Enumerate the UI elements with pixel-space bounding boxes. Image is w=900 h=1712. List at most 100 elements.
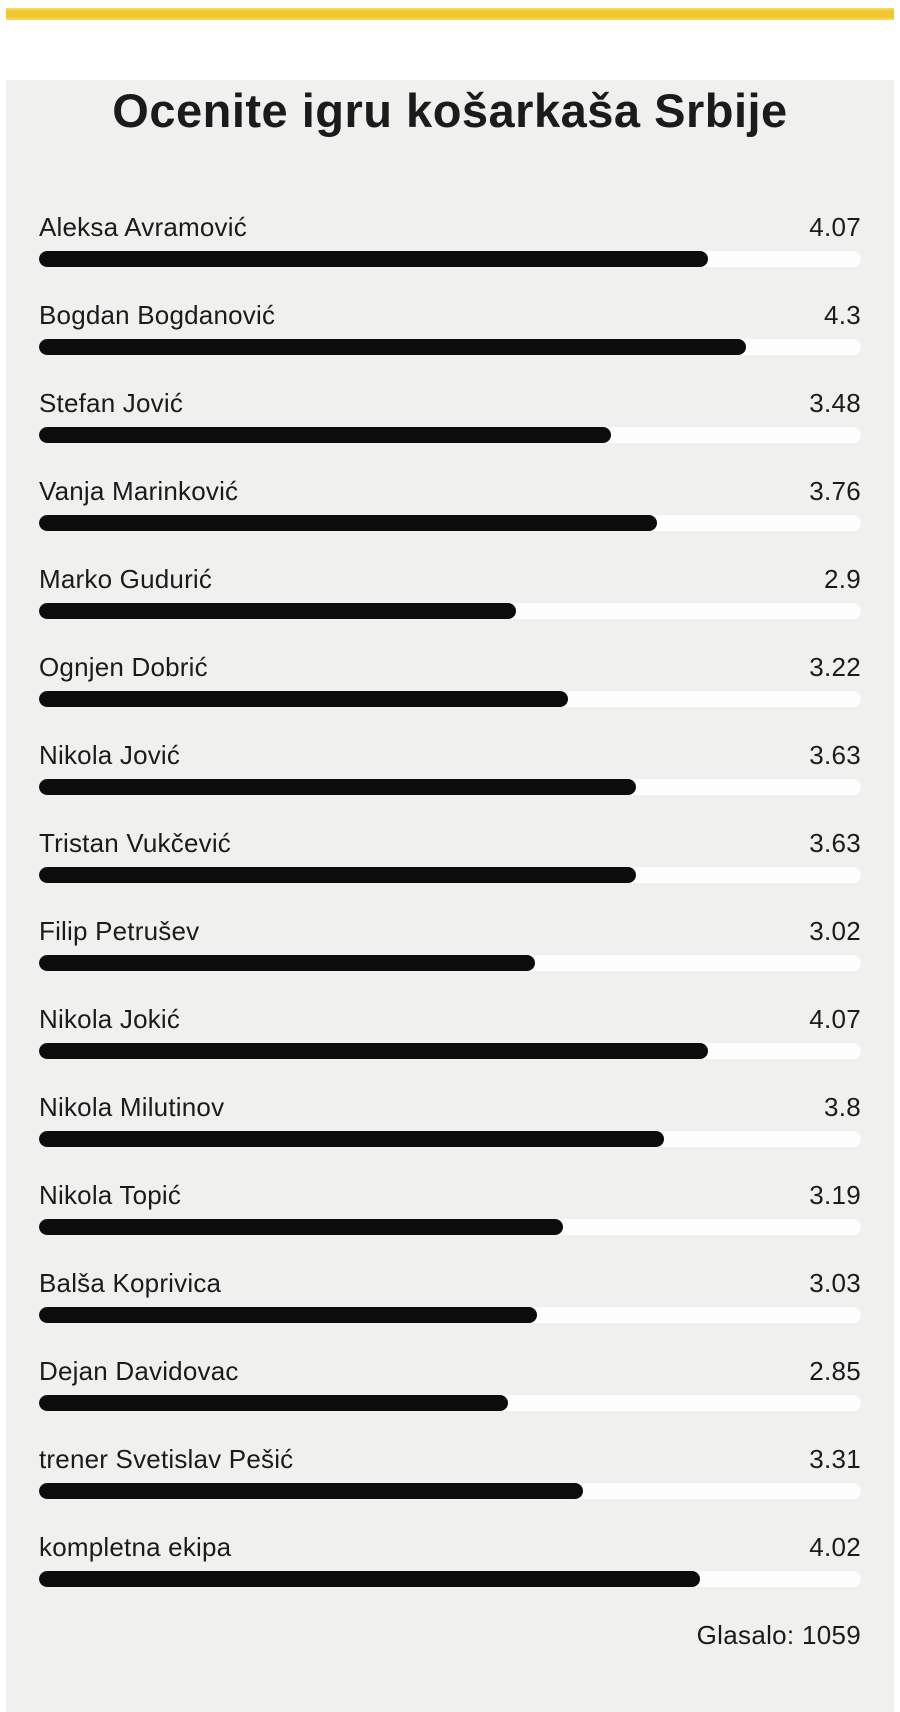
poll-row: Dejan Davidovac 2.85 bbox=[39, 1354, 861, 1442]
poll-rows: Aleksa Avramović 4.07 Bogdan Bogdanović … bbox=[39, 210, 861, 1618]
accent-bar-top bbox=[6, 8, 894, 20]
poll-row: Bogdan Bogdanović 4.3 bbox=[39, 298, 861, 386]
rating-bar-fill bbox=[39, 1219, 564, 1235]
rating-bar-fill bbox=[39, 1043, 709, 1059]
rating-bar-fill bbox=[39, 427, 612, 443]
rating-value: 3.8 bbox=[823, 1092, 861, 1122]
poll-row: Nikola Milutinov 3.8 bbox=[39, 1090, 861, 1178]
rating-bar-fill bbox=[39, 251, 709, 267]
poll-row-header: Stefan Jović 3.48 bbox=[39, 386, 861, 420]
poll-row-header: Marko Gudurić 2.9 bbox=[39, 562, 861, 596]
rating-value: 3.31 bbox=[809, 1444, 861, 1474]
poll-card: Ocenite igru košarkaša Srbije Aleksa Avr… bbox=[6, 80, 894, 1712]
poll-row: Nikola Jokić 4.07 bbox=[39, 1002, 861, 1090]
poll-row: Aleksa Avramović 4.07 bbox=[39, 210, 861, 298]
rating-bar-track bbox=[39, 1043, 861, 1059]
poll-row: Marko Gudurić 2.9 bbox=[39, 562, 861, 650]
rating-bar-track bbox=[39, 955, 861, 971]
poll-row: trener Svetislav Pešić 3.31 bbox=[39, 1442, 861, 1530]
poll-row: kompletna ekipa 4.02 bbox=[39, 1530, 861, 1618]
poll-row: Ognjen Dobrić 3.22 bbox=[39, 650, 861, 738]
player-name: Aleksa Avramović bbox=[39, 212, 247, 242]
rating-bar-fill bbox=[39, 339, 746, 355]
rating-bar-fill bbox=[39, 1131, 664, 1147]
rating-bar-fill bbox=[39, 1571, 700, 1587]
rating-bar-fill bbox=[39, 603, 516, 619]
rating-bar-fill bbox=[39, 1307, 538, 1323]
rating-value: 4.07 bbox=[809, 1004, 861, 1034]
poll-row: Filip Petrušev 3.02 bbox=[39, 914, 861, 1002]
player-name: Stefan Jović bbox=[39, 388, 184, 418]
poll-row-header: Ognjen Dobrić 3.22 bbox=[39, 650, 861, 684]
rating-value: 3.19 bbox=[809, 1180, 861, 1210]
votes-total-label: Glasalo: 1059 bbox=[696, 1620, 861, 1650]
rating-bar-track bbox=[39, 1131, 861, 1147]
player-name: Vanja Marinković bbox=[39, 476, 239, 506]
rating-bar-track bbox=[39, 603, 861, 619]
poll-row-header: Bogdan Bogdanović 4.3 bbox=[39, 298, 861, 332]
poll-row: Stefan Jović 3.48 bbox=[39, 386, 861, 474]
poll-row-header: Vanja Marinković 3.76 bbox=[39, 474, 861, 508]
rating-bar-fill bbox=[39, 779, 636, 795]
player-name: Nikola Jokić bbox=[39, 1004, 181, 1034]
rating-value: 3.63 bbox=[809, 740, 861, 770]
poll-row-header: Dejan Davidovac 2.85 bbox=[39, 1354, 861, 1388]
rating-value: 4.3 bbox=[823, 300, 861, 330]
rating-bar-fill bbox=[39, 515, 658, 531]
player-name: trener Svetislav Pešić bbox=[39, 1444, 294, 1474]
rating-value: 3.63 bbox=[809, 828, 861, 858]
poll-row: Nikola Jović 3.63 bbox=[39, 738, 861, 826]
player-name: Tristan Vukčević bbox=[39, 828, 231, 858]
poll-row-header: kompletna ekipa 4.02 bbox=[39, 1530, 861, 1564]
poll-row: Tristan Vukčević 3.63 bbox=[39, 826, 861, 914]
poll-row: Nikola Topić 3.19 bbox=[39, 1178, 861, 1266]
rating-value: 3.22 bbox=[809, 652, 861, 682]
player-name: Nikola Milutinov bbox=[39, 1092, 225, 1122]
rating-bar-fill bbox=[39, 691, 569, 707]
rating-bar-track bbox=[39, 691, 861, 707]
poll-row: Vanja Marinković 3.76 bbox=[39, 474, 861, 562]
poll-title: Ocenite igru košarkaša Srbije bbox=[112, 84, 788, 137]
rating-bar-track bbox=[39, 867, 861, 883]
rating-bar-fill bbox=[39, 1483, 584, 1499]
rating-bar-track bbox=[39, 1571, 861, 1587]
rating-value: 2.9 bbox=[823, 564, 861, 594]
player-name: Balša Koprivica bbox=[39, 1268, 222, 1298]
rating-bar-fill bbox=[39, 1395, 508, 1411]
rating-bar-track bbox=[39, 251, 861, 267]
player-name: Nikola Topić bbox=[39, 1180, 182, 1210]
rating-value: 3.02 bbox=[809, 916, 861, 946]
rating-value: 2.85 bbox=[809, 1356, 861, 1386]
rating-bar-track bbox=[39, 1307, 861, 1323]
rating-bar-track bbox=[39, 1483, 861, 1499]
poll-row-header: Aleksa Avramović 4.07 bbox=[39, 210, 861, 244]
rating-bar-fill bbox=[39, 955, 536, 971]
poll-row-header: Balša Koprivica 3.03 bbox=[39, 1266, 861, 1300]
rating-value: 4.07 bbox=[809, 212, 861, 242]
rating-bar-track bbox=[39, 339, 861, 355]
poll-row: Balša Koprivica 3.03 bbox=[39, 1266, 861, 1354]
poll-row-header: Nikola Jokić 4.07 bbox=[39, 1002, 861, 1036]
player-name: Filip Petrušev bbox=[39, 916, 200, 946]
poll-row-header: Filip Petrušev 3.02 bbox=[39, 914, 861, 948]
poll-row-header: Nikola Milutinov 3.8 bbox=[39, 1090, 861, 1124]
player-name: Nikola Jović bbox=[39, 740, 181, 770]
player-name: Ognjen Dobrić bbox=[39, 652, 208, 682]
rating-bar-track bbox=[39, 427, 861, 443]
rating-bar-track bbox=[39, 1219, 861, 1235]
poll-row-header: Nikola Jović 3.63 bbox=[39, 738, 861, 772]
rating-bar-track bbox=[39, 1395, 861, 1411]
player-name: kompletna ekipa bbox=[39, 1532, 232, 1562]
rating-value: 3.03 bbox=[809, 1268, 861, 1298]
player-name: Dejan Davidovac bbox=[39, 1356, 239, 1386]
poll-row-header: Tristan Vukčević 3.63 bbox=[39, 826, 861, 860]
player-name: Marko Gudurić bbox=[39, 564, 213, 594]
rating-value: 3.76 bbox=[809, 476, 861, 506]
rating-bar-track bbox=[39, 515, 861, 531]
rating-value: 3.48 bbox=[809, 388, 861, 418]
rating-bar-track bbox=[39, 779, 861, 795]
rating-bar-fill bbox=[39, 867, 636, 883]
rating-value: 4.02 bbox=[809, 1532, 861, 1562]
poll-row-header: trener Svetislav Pešić 3.31 bbox=[39, 1442, 861, 1476]
